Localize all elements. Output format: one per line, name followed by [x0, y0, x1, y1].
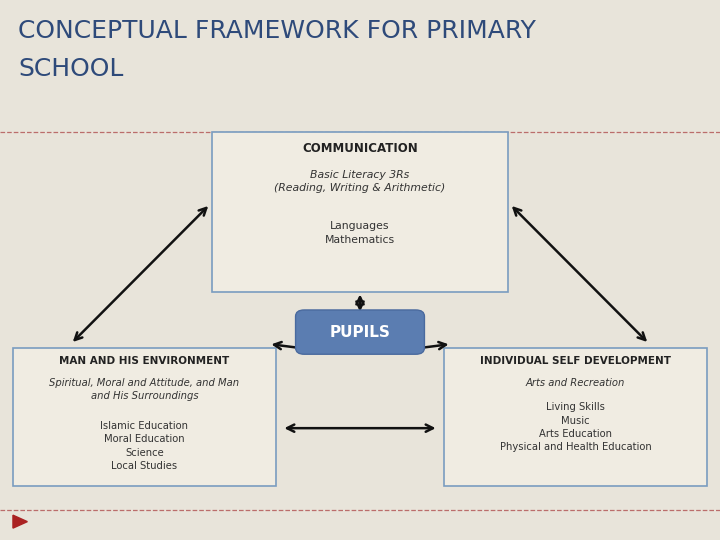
Text: Islamic Education
Moral Education
Science
Local Studies: Islamic Education Moral Education Scienc… [100, 421, 189, 471]
FancyBboxPatch shape [296, 310, 424, 354]
FancyBboxPatch shape [444, 348, 707, 486]
Text: CONCEPTUAL FRAMEWORK FOR PRIMARY: CONCEPTUAL FRAMEWORK FOR PRIMARY [18, 19, 536, 43]
Text: COMMUNICATION: COMMUNICATION [302, 142, 418, 155]
FancyBboxPatch shape [212, 132, 508, 292]
Polygon shape [13, 515, 27, 528]
Text: PUPILS: PUPILS [330, 325, 390, 340]
Text: Languages
Mathematics: Languages Mathematics [325, 221, 395, 245]
Text: SCHOOL: SCHOOL [18, 57, 123, 80]
Text: MAN AND HIS ENVIRONMENT: MAN AND HIS ENVIRONMENT [59, 356, 230, 367]
Text: Living Skills
Music
Arts Education
Physical and Health Education: Living Skills Music Arts Education Physi… [500, 402, 652, 452]
Text: Arts and Recreation: Arts and Recreation [526, 378, 626, 388]
Text: Basic Literacy 3Rs
(Reading, Writing & Arithmetic): Basic Literacy 3Rs (Reading, Writing & A… [274, 170, 446, 193]
FancyBboxPatch shape [13, 348, 276, 486]
Text: INDIVIDUAL SELF DEVELOPMENT: INDIVIDUAL SELF DEVELOPMENT [480, 356, 671, 367]
Text: Spiritual, Moral and Attitude, and Man
and His Surroundings: Spiritual, Moral and Attitude, and Man a… [49, 378, 240, 401]
